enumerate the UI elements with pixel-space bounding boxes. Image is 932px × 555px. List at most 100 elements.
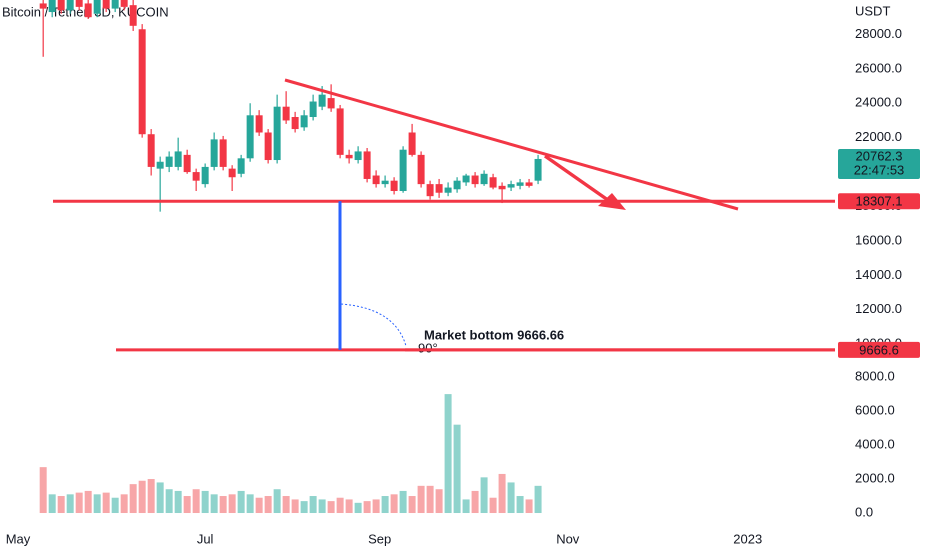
candle-body (273, 106, 281, 161)
candle-body (372, 175, 380, 185)
volume-bar (255, 497, 263, 514)
y-tick-label: 12000.0 (855, 301, 902, 316)
level-box (838, 193, 920, 210)
volume-bar (102, 492, 110, 514)
y-tick-label: 24000.0 (855, 95, 902, 110)
candle-body (129, 5, 137, 26)
volume-bar (390, 494, 398, 514)
candle-body (66, 0, 74, 11)
volume-bar (282, 496, 290, 514)
volume-bar (498, 473, 506, 514)
candle-body (282, 106, 290, 121)
angle-arc (340, 303, 407, 347)
volume-bar (75, 492, 83, 514)
x-tick-label: 2023 (733, 531, 762, 546)
volume-bar (462, 499, 470, 514)
candle-body (453, 180, 461, 190)
volume-bar (210, 494, 218, 514)
candle-body (156, 161, 164, 169)
volume-bar (219, 496, 227, 514)
volume-bar (237, 490, 245, 514)
y-tick-label: 14000.0 (855, 267, 902, 282)
level-box (838, 341, 920, 358)
y2-tick-label: 6000.0 (855, 403, 895, 418)
last-price-box (838, 148, 920, 179)
countdown-label: 22:47:53 (854, 162, 905, 177)
volume-bar (138, 480, 146, 514)
volume-bar (165, 489, 173, 514)
candle-body (489, 177, 497, 188)
volume-bar (471, 490, 479, 514)
volume-bar (453, 424, 461, 514)
candle-body (39, 3, 47, 9)
volume-bar (363, 501, 371, 514)
candle-body (507, 184, 515, 188)
candle-body (237, 158, 245, 174)
candle-body (525, 182, 533, 186)
volume-bar (273, 489, 281, 514)
volume-bar (300, 501, 308, 514)
annotation: Market bottom 9666.66 (424, 327, 564, 342)
y-unit: USDT (855, 3, 890, 18)
level-label: 18307.1 (856, 194, 903, 209)
volume-bar (480, 477, 488, 514)
candle-body (264, 132, 272, 161)
volume-bar (345, 499, 353, 514)
last-price-label: 20762.3 (856, 148, 903, 163)
arrow-shaft (543, 154, 617, 207)
candle-body (300, 115, 308, 128)
volume-bar (516, 496, 524, 514)
candle-body (417, 154, 425, 185)
x-tick-label: Sep (368, 531, 391, 546)
volume-bar (156, 482, 164, 514)
volume-bar (129, 484, 137, 514)
candle-body (174, 151, 182, 167)
y2-tick-label: 0.0 (855, 504, 873, 519)
candle-body (57, 0, 65, 11)
candle-body (138, 29, 146, 135)
volume-bar (111, 497, 119, 514)
candle-body (462, 175, 470, 183)
level-label: 9666.6 (859, 342, 899, 357)
volume-bar (435, 489, 443, 514)
candle-body (75, 0, 83, 7)
candle-body (381, 180, 389, 185)
candle-body (471, 175, 479, 185)
volume-bar (309, 496, 317, 514)
angle-label: 90° (418, 340, 438, 355)
labels: 10000.012000.014000.016000.018000.020000… (6, 26, 920, 546)
candle-body (120, 0, 128, 7)
candle-body (354, 151, 362, 161)
volume-bar (39, 467, 47, 514)
candle-body (408, 132, 416, 155)
volume-bar (444, 394, 452, 514)
volume-bar (183, 496, 191, 514)
candle-body (444, 187, 452, 193)
candles (39, 0, 542, 514)
volume-bar (192, 489, 200, 514)
x-tick-label: May (6, 531, 31, 546)
candle-body (255, 115, 263, 133)
volume-bar (264, 496, 272, 514)
volume-bar (426, 485, 434, 514)
trend-line (284, 78, 739, 211)
candle-body (336, 108, 344, 155)
candle-body (183, 154, 191, 173)
candle-body (219, 139, 227, 167)
candle-body (309, 101, 317, 118)
y-tick-label: 26000.0 (855, 60, 902, 75)
candle-body (435, 184, 443, 193)
candle-body (390, 180, 398, 192)
volume-bar (120, 494, 128, 514)
candle-body (498, 185, 506, 190)
volume-bar (291, 499, 299, 514)
volume-bar (534, 485, 542, 514)
volume-bar (201, 490, 209, 514)
candle-body (147, 134, 155, 167)
y2-tick-label: 8000.0 (855, 369, 895, 384)
volume-bar (507, 482, 515, 514)
y-tick-label: 28000.0 (855, 26, 902, 41)
candle-body (93, 0, 101, 14)
volume-bar (354, 502, 362, 514)
